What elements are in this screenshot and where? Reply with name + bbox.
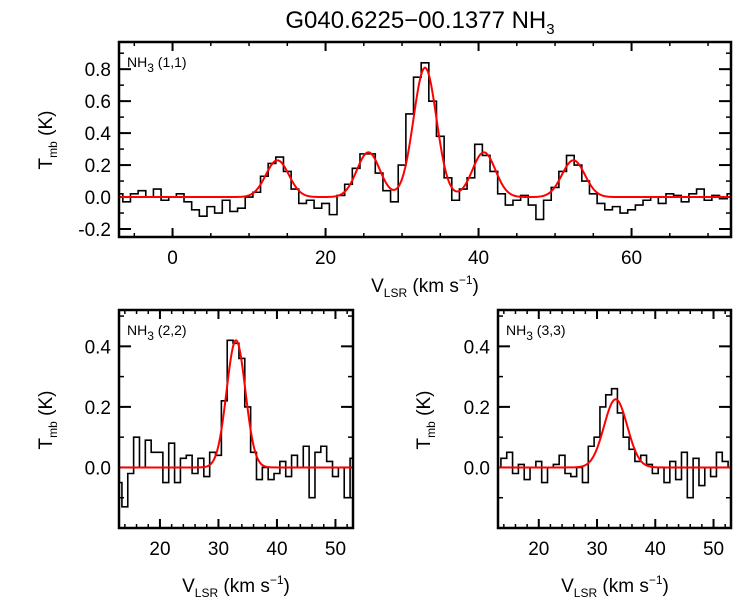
x-axis-title-rest: (km s bbox=[407, 276, 459, 297]
y-tick-label: 0.4 bbox=[85, 337, 112, 358]
chart-title: G040.6225−00.1377 NH3 bbox=[285, 7, 554, 38]
x-tick-label: 20 bbox=[315, 248, 336, 269]
y-axis-title-main: T bbox=[414, 437, 435, 449]
x-axis-title-sub: LSR bbox=[195, 586, 219, 600]
x-tick-label: 40 bbox=[468, 248, 489, 269]
x-axis-title-rest: (km s bbox=[218, 576, 270, 597]
y-tick-label: 0.2 bbox=[85, 156, 111, 177]
y-tick-label: -0.2 bbox=[78, 220, 111, 241]
y-tick-label: 0.2 bbox=[85, 398, 111, 419]
panel-label-sub: 3 bbox=[147, 61, 154, 75]
panel-label-rest: (1,1) bbox=[154, 54, 187, 70]
y-axis-title: Tmb (K) bbox=[36, 391, 60, 450]
panel-label-rest: (3,3) bbox=[533, 322, 566, 338]
y-tick-label: 0.0 bbox=[85, 188, 111, 209]
x-axis-title: VLSR (km s−1) bbox=[182, 573, 290, 600]
x-axis-title-end: ) bbox=[473, 276, 479, 297]
observed-spectrum-line bbox=[119, 339, 353, 508]
y-axis-title-main: T bbox=[36, 157, 57, 169]
y-axis-title-sub: mb bbox=[424, 421, 438, 438]
x-tick-label: 40 bbox=[645, 539, 666, 560]
panel-label: NH3 (2,2) bbox=[127, 322, 187, 343]
observed-spectrum-line bbox=[119, 61, 731, 221]
x-axis-title-sub: LSR bbox=[384, 286, 408, 300]
panel-label-main: NH bbox=[127, 54, 147, 70]
y-axis-title-sub: mb bbox=[46, 141, 60, 158]
y-tick-label: 0.4 bbox=[85, 124, 112, 145]
fit-line bbox=[119, 339, 353, 469]
x-tick-label: 30 bbox=[208, 539, 229, 560]
panel-label-main: NH bbox=[506, 322, 526, 338]
y-axis-title-main: T bbox=[36, 437, 57, 449]
panel-0: 0 20 40 60 -0.2 0.0 0.2 0.4 0.6 0.8 NH3 (1,1) VLSR … bbox=[36, 40, 733, 300]
plot-frame bbox=[117, 308, 355, 530]
y-tick-label: 0.0 bbox=[85, 458, 111, 479]
panel-label-sub: 3 bbox=[147, 329, 154, 343]
plot-frame bbox=[496, 308, 733, 530]
x-axis-title-sup: −1 bbox=[459, 273, 473, 287]
x-axis-title-sup: −1 bbox=[649, 573, 663, 587]
x-axis-title-main: V bbox=[561, 576, 574, 597]
x-axis-title-end: ) bbox=[284, 576, 290, 597]
x-axis-title: VLSR (km s−1) bbox=[371, 273, 479, 300]
y-tick-label: 0.6 bbox=[85, 92, 111, 113]
y-axis-title-rest: (K) bbox=[36, 391, 57, 422]
x-tick-label: 0 bbox=[167, 248, 178, 269]
y-axis-title: Tmb (K) bbox=[414, 391, 438, 450]
panel-label-rest: (2,2) bbox=[154, 322, 187, 338]
x-tick-label: 50 bbox=[703, 539, 724, 560]
fit-line bbox=[119, 66, 731, 199]
y-tick-label: 0.8 bbox=[85, 60, 111, 81]
plot-frame bbox=[117, 40, 733, 239]
x-tick-label: 60 bbox=[621, 248, 642, 269]
x-tick-label: 20 bbox=[528, 539, 549, 560]
x-axis-title-main: V bbox=[371, 276, 384, 297]
panel-1: 20 30 40 50 0.0 0.2 0.4 NH3 (2,2) VLSR (km s−1) T… bbox=[36, 308, 355, 600]
x-axis-title-end: ) bbox=[663, 576, 669, 597]
observed-spectrum-line bbox=[498, 387, 731, 499]
y-axis-title-rest: (K) bbox=[414, 391, 435, 422]
x-tick-label: 20 bbox=[149, 539, 170, 560]
x-tick-label: 50 bbox=[325, 539, 346, 560]
x-axis-title-sub: LSR bbox=[574, 586, 598, 600]
x-tick-label: 40 bbox=[266, 539, 287, 560]
panel-label-main: NH bbox=[127, 322, 147, 338]
x-axis-title-sup: −1 bbox=[270, 573, 284, 587]
y-axis-title-sub: mb bbox=[46, 421, 60, 438]
y-tick-label: 0.0 bbox=[464, 458, 490, 479]
y-axis-title-rest: (K) bbox=[36, 111, 57, 142]
panel-label: NH3 (3,3) bbox=[506, 322, 566, 343]
y-tick-label: 0.4 bbox=[464, 337, 491, 358]
x-tick-label: 30 bbox=[586, 539, 607, 560]
x-axis-title-main: V bbox=[182, 576, 195, 597]
x-axis-title: VLSR (km s−1) bbox=[561, 573, 669, 600]
panel-label: NH3 (1,1) bbox=[127, 54, 187, 75]
panel-2: 20 30 40 50 0.0 0.2 0.4 NH3 (3,3) VLSR (km s−1) T… bbox=[414, 308, 733, 600]
y-axis-title: Tmb (K) bbox=[36, 111, 60, 170]
panel-label-sub: 3 bbox=[526, 329, 533, 343]
y-tick-label: 0.2 bbox=[464, 398, 490, 419]
x-axis-title-rest: (km s bbox=[597, 576, 649, 597]
fit-line bbox=[498, 398, 731, 469]
